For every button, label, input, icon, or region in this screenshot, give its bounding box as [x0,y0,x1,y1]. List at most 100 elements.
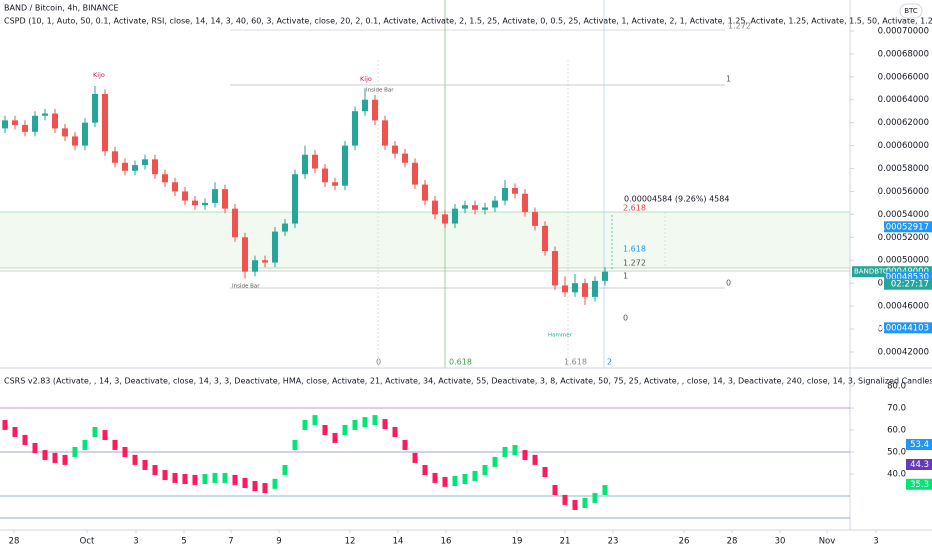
signal-bar [422,465,428,475]
signal-bar [152,465,158,475]
signal-bar [452,475,458,486]
signal-bar [102,430,108,441]
x-tick-label: 12 [345,537,356,547]
candle-body [32,115,38,132]
signal-bar [222,472,228,483]
candle-body [62,128,68,137]
candle-body [392,145,398,154]
fib-time-label: 0.618 [449,358,472,367]
candle-body [322,168,328,183]
pattern-label: Inside Bar [366,88,394,94]
signal-bar [592,492,598,503]
price-tag-label: 44.3 [910,460,929,470]
fib-time-label: 2 [607,358,612,367]
x-tick-label: 21 [560,537,571,547]
x-tick-label: 30 [775,537,786,547]
candle-body [532,212,538,226]
candle-body [402,153,408,163]
signal-bar [522,450,528,461]
signal-bar [162,470,168,481]
candle-body [112,151,118,163]
candle-body [2,120,8,129]
signal-bar [482,465,488,475]
pattern-label: Hammer [548,333,573,339]
signal-bar [362,417,368,428]
y-tick-label: 0.00066000 [878,72,929,82]
signal-bar [272,478,278,489]
x-tick-label: 14 [393,537,404,547]
signal-bar [72,446,78,457]
price-tag-label: 35.3 [910,480,929,490]
signal-bar [512,445,518,455]
candle-body [92,94,98,123]
y-tick-label: 0.00054000 [878,210,929,220]
candle-body [272,231,278,263]
candle-body [312,154,318,169]
candle-body [452,208,458,224]
y-tick-label: 0.00064000 [878,95,929,105]
price-tag [906,478,932,490]
symbol-label: BANDBTC [854,268,888,276]
candle-body [42,113,48,116]
signal-bar [372,415,378,426]
signal-bar [42,450,48,461]
signal-bar [292,439,298,450]
candle-body [162,174,168,183]
y-tick-label: 40.0 [887,469,906,479]
signal-bar [192,474,198,485]
signal-bar [532,454,538,465]
candle-body [152,159,158,175]
signal-bar [232,474,238,485]
signal-bar [82,439,88,450]
signal-bar [112,439,118,450]
currency-button[interactable] [899,3,923,19]
fib-label: 1.272 [728,22,751,31]
candle-body [412,162,418,185]
candle-body [602,271,608,281]
candle-body [512,188,518,194]
candle-body [372,99,378,121]
candle-body [292,174,298,224]
x-tick-label: 28 [9,537,20,547]
signal-bar [402,439,408,450]
fib-label: 2.618 [623,204,646,213]
candle-body [342,145,348,186]
signal-bar [212,472,218,483]
candle-body [562,285,568,293]
fib-label: 1.272 [623,259,646,268]
pattern-label: Kijo [360,75,372,83]
candle-body [172,182,178,192]
signal-bar [22,434,28,445]
candle-body [282,223,288,232]
x-tick-label: Nov [819,537,836,547]
candle-body [352,111,358,146]
candle-body [102,94,108,152]
signal-bar [122,446,128,457]
signal-bar [52,452,58,463]
candle-body [182,191,188,201]
signal-bar [472,470,478,481]
y-tick-label: 0.00042000 [878,347,929,357]
signal-bar [572,499,578,510]
signal-bar [262,483,268,494]
indicator-settings: CSPD (10, 1, Auto, 50, 0.1, Activate, RS… [4,17,932,26]
price-tag [906,439,932,451]
signal-bar [582,497,588,508]
candle-body [242,237,248,272]
fib-time-label: 1.618 [564,358,587,367]
signal-bar [492,456,498,467]
price-tag [884,271,932,283]
signal-bar [432,472,438,483]
y-tick-label: 80.0 [887,382,906,392]
y-tick-label: 0.00050000 [878,256,929,266]
signal-bar [252,481,258,492]
candle-body [382,120,388,146]
measure-label: 0.00004584 (9.26%) 4584 [624,195,729,204]
candle-body [572,283,578,293]
candle-body [132,165,138,171]
candle-body [232,208,238,238]
candle-body [472,205,478,210]
signal-bar [32,443,38,454]
